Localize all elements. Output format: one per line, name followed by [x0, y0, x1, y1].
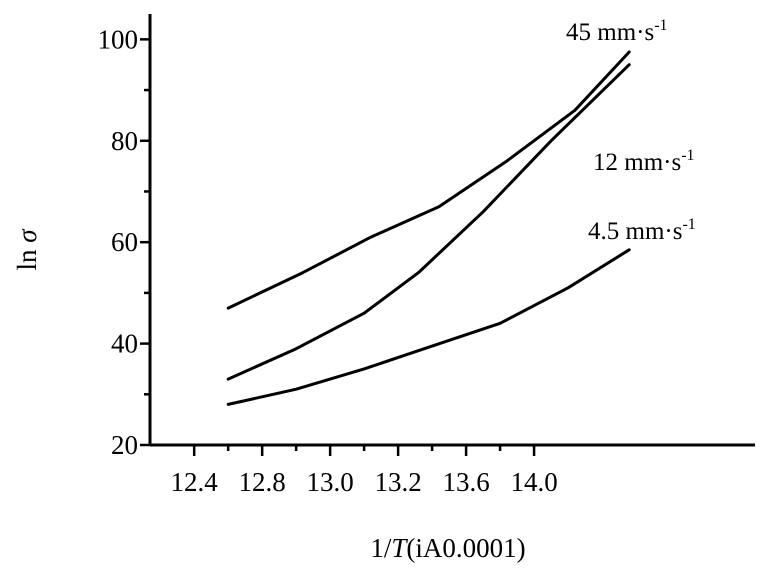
x-axis-title-prefix: 1/	[370, 533, 392, 563]
x-tick-label: 12.8	[239, 467, 286, 497]
series-label-4-5-sup: -1	[682, 216, 695, 233]
series-label-45: 45 mm·s-1	[566, 17, 668, 46]
x-tick-label: 12.4	[171, 467, 219, 497]
tick-labels: 20 40 60 80 100 12.4 12.8 13.0 13.2 13.6 14.0	[98, 24, 558, 497]
series-lines	[226, 50, 631, 406]
series-label-4-5-base: 4.5 mm·s	[588, 218, 682, 245]
series-labels: 45 mm·s-1 12 mm·s-1 4.5 mm·s-1	[566, 17, 696, 245]
series-label-12-sup: -1	[681, 147, 694, 164]
x-axis-title-variable: T	[391, 533, 408, 563]
x-axis-title: 1/T(iA0.0001)	[370, 533, 525, 563]
series-line-45	[226, 50, 631, 310]
y-tick-label: 40	[111, 329, 138, 359]
series-label-4-5: 4.5 mm·s-1	[588, 216, 696, 245]
y-tick-label: 100	[98, 24, 139, 54]
x-axis-title-suffix: (iA0.0001)	[406, 533, 525, 563]
series-label-12: 12 mm·s-1	[593, 147, 695, 176]
y-tick-label: 80	[111, 126, 138, 156]
y-tick-label: 60	[111, 227, 138, 257]
series-line-12	[226, 63, 631, 381]
series-label-45-sup: -1	[654, 17, 667, 34]
ticks	[140, 38, 536, 456]
x-tick-label: 13.6	[442, 467, 489, 497]
y-axis-title-prefix: ln	[12, 243, 42, 271]
series-line-4-5	[226, 248, 631, 406]
y-axis-title-variable: σ	[12, 228, 42, 243]
y-tick-label: 20	[111, 430, 138, 460]
axes	[148, 14, 755, 447]
series-label-45-base: 45 mm·s	[566, 19, 654, 46]
x-tick-label: 14.0	[510, 467, 557, 497]
x-tick-label: 13.2	[374, 467, 421, 497]
y-axis-title: ln σ	[12, 228, 42, 271]
x-tick-label: 13.0	[307, 467, 354, 497]
series-label-12-base: 12 mm·s	[593, 149, 681, 176]
